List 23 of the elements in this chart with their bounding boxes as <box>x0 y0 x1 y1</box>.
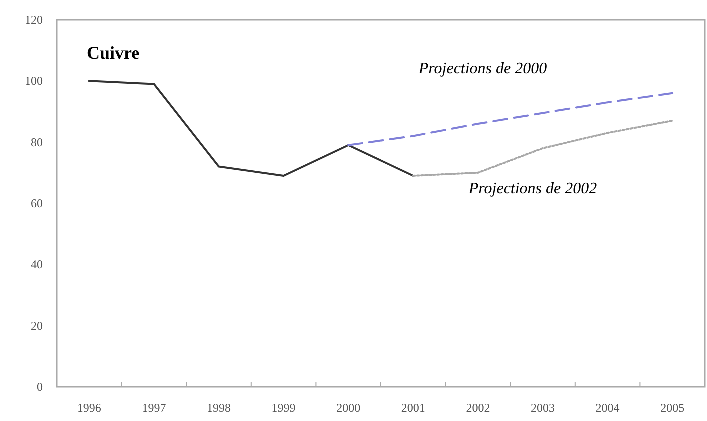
x-tick-label: 2001 <box>401 401 426 415</box>
x-tick-label: 2000 <box>336 401 361 415</box>
y-tick-label: 80 <box>31 135 43 150</box>
x-tick-label: 1998 <box>207 401 231 415</box>
text: Cuivre <box>87 43 140 63</box>
x-tick-label: 2004 <box>596 401 620 415</box>
y-tick-label: 100 <box>25 74 43 88</box>
series-label: Projections de 2002 <box>468 180 598 198</box>
line-series <box>412 120 674 177</box>
line-series <box>88 80 414 177</box>
y-tick-label: 60 <box>31 196 43 210</box>
line-series <box>348 92 674 146</box>
x-tick-label: 1996 <box>77 401 102 415</box>
x-tick-label: 2005 <box>660 401 685 415</box>
x-tick-label: 1997 <box>142 401 166 415</box>
x-tick-label: 1999 <box>272 401 296 415</box>
x-tick-label: 2002 <box>466 401 490 415</box>
y-tick-label: 20 <box>31 318 43 333</box>
y-tick-label: 120 <box>25 13 43 27</box>
x-tick-label: 2003 <box>531 401 555 415</box>
y-tick-label: 40 <box>31 258 43 272</box>
y-tick-label: 0 <box>37 380 43 394</box>
text: Projections de 2000 <box>418 60 548 78</box>
